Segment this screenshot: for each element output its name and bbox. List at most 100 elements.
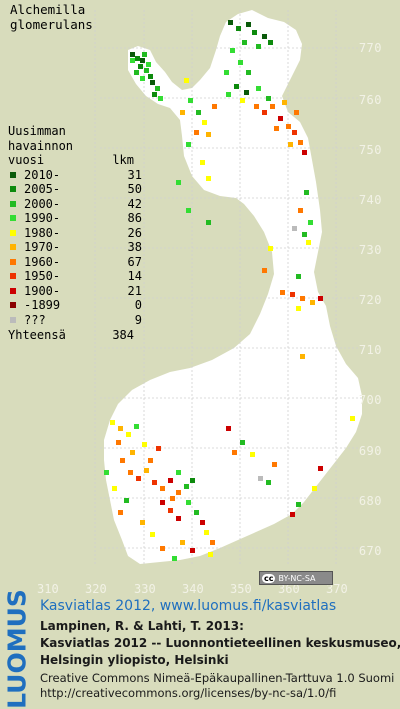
y-tick-label: 680	[358, 494, 382, 508]
observation-dot	[110, 420, 115, 425]
observation-dot	[176, 470, 181, 475]
observation-dot	[254, 104, 259, 109]
observation-dot	[116, 440, 121, 445]
y-tick-label: 750	[358, 143, 382, 157]
y-tick-label: 730	[358, 243, 382, 257]
observation-dot	[318, 296, 323, 301]
observation-dot	[200, 160, 205, 165]
observation-dot	[204, 530, 209, 535]
observation-dot	[180, 110, 185, 115]
legend-swatch	[10, 302, 16, 309]
observation-dot	[268, 246, 273, 251]
observation-dot	[246, 22, 251, 27]
legend-count: 31	[127, 167, 142, 182]
legend-total-label: Yhteensä	[8, 327, 66, 342]
legend-year-label: 1980-	[24, 225, 61, 240]
observation-dot	[160, 486, 165, 491]
site-link[interactable]: Kasviatlas 2012, www.luomus.fi/kasviatla…	[40, 598, 337, 614]
observation-dot	[224, 70, 229, 75]
observation-dot	[146, 62, 151, 67]
legend-header-lkm: lkm	[112, 153, 134, 167]
observation-dot	[206, 176, 211, 181]
observation-dot	[350, 416, 355, 421]
cc-license-badge[interactable]: cc BY-NC-SA	[259, 571, 333, 585]
observation-dot	[290, 512, 295, 517]
observation-dot	[244, 90, 249, 95]
observation-dot	[240, 440, 245, 445]
observation-dot	[242, 40, 247, 45]
legend-year-label: -1899	[24, 298, 61, 313]
observation-dot	[298, 140, 303, 145]
observation-dots	[104, 20, 355, 561]
observation-dot	[194, 510, 199, 515]
title-genus: Alchemilla	[10, 2, 86, 17]
legend-year-label: 1970-	[24, 240, 61, 255]
observation-dot	[150, 532, 155, 537]
x-tick-label: 360	[278, 582, 300, 596]
observation-dot	[158, 96, 163, 101]
legend-row: 2010- 31	[8, 168, 142, 183]
legend-header-line1: Uusimman	[8, 124, 66, 138]
observation-dot	[128, 470, 133, 475]
observation-dot	[180, 540, 185, 545]
observation-dot	[304, 190, 309, 195]
observation-dot	[288, 142, 293, 147]
observation-dot	[232, 450, 237, 455]
legend-row: 2005- 50	[8, 182, 142, 197]
observation-dot	[124, 498, 129, 503]
license-line2[interactable]: http://creativecommons.org/licenses/by-n…	[40, 686, 337, 700]
legend-year-label: 2000-	[24, 196, 61, 211]
observation-dot	[196, 110, 201, 115]
observation-dot	[300, 296, 305, 301]
legend-total-count: 384	[112, 327, 134, 342]
observation-dot	[156, 446, 161, 451]
observation-dot	[152, 92, 157, 97]
observation-dot	[130, 52, 135, 57]
legend-count: 86	[127, 211, 142, 226]
observation-dot	[252, 30, 257, 35]
observation-dot	[274, 126, 279, 131]
y-tick-label: 720	[358, 293, 382, 307]
observation-dot	[140, 58, 145, 63]
observation-dot	[168, 478, 173, 483]
observation-dot	[142, 52, 147, 57]
observation-dot	[226, 426, 231, 431]
legend-count: 0	[134, 298, 142, 313]
observation-dot	[208, 552, 213, 557]
y-tick-label: 670	[358, 544, 382, 558]
finland-land	[104, 10, 362, 564]
observation-dot	[176, 516, 181, 521]
observation-dot	[190, 548, 195, 553]
x-tick-label: 370	[326, 582, 348, 596]
observation-dot	[140, 76, 145, 81]
legend-header-line2: havainnon	[8, 138, 74, 153]
observation-dot	[134, 70, 139, 75]
cc-badge-text: BY-NC-SA	[278, 573, 316, 583]
legend-count: 14	[127, 269, 142, 284]
observation-dot	[298, 208, 303, 213]
legend: Uusimman havainnon vuosi lkm 2010- 31 2005…	[8, 124, 142, 342]
luomus-logo-text: LUOMUS	[2, 589, 32, 709]
observation-dot	[296, 502, 301, 507]
observation-dot	[282, 100, 287, 105]
observation-dot	[296, 306, 301, 311]
observation-dot	[256, 44, 261, 49]
observation-dot	[206, 132, 211, 137]
x-tick-label: 320	[85, 582, 107, 596]
x-tick-label: 350	[230, 582, 252, 596]
legend-year-label: 2005-	[24, 182, 61, 197]
observation-dot	[250, 452, 255, 457]
y-tick-label: 770	[358, 41, 382, 55]
observation-dot	[135, 56, 140, 61]
legend-year-label: ???	[24, 312, 46, 327]
legend-count: 42	[127, 196, 142, 211]
legend-row: -1899 0	[8, 298, 142, 313]
observation-dot	[266, 96, 271, 101]
legend-count: 26	[127, 225, 142, 240]
observation-dot	[184, 484, 189, 489]
legend-row: 2000- 42	[8, 197, 142, 212]
observation-dot	[238, 60, 243, 65]
citation-line2: Kasviatlas 2012 -- Luonnontieteellinen k…	[40, 636, 400, 650]
observation-dot	[300, 354, 305, 359]
observation-dot	[130, 58, 135, 63]
